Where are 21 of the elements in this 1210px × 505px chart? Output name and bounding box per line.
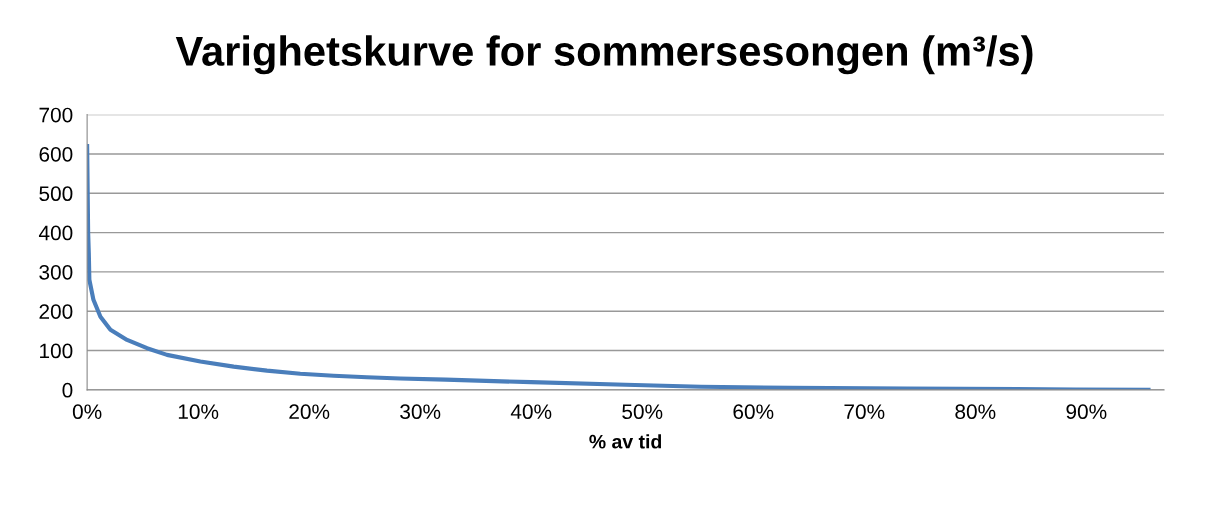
y-tick-label: 700 <box>39 107 73 123</box>
chart-title: Varighetskurve for sommersesongen (m³/s) <box>175 35 1033 75</box>
x-tick-label: 90% <box>1066 404 1107 420</box>
y-tick-label: 600 <box>39 146 73 162</box>
x-tick-label: 40% <box>510 404 552 420</box>
y-tick-label: 0 <box>62 382 73 398</box>
x-tick-label: 30% <box>400 404 441 420</box>
x-tick-label: 50% <box>622 404 663 420</box>
x-tick-label: 0% <box>72 404 102 420</box>
x-axis-title: % av tid <box>589 434 662 449</box>
y-tick-label: 500 <box>39 186 73 202</box>
line-series <box>87 144 1151 390</box>
x-tick-label: 10% <box>178 404 219 420</box>
x-tick-label: 60% <box>733 404 774 420</box>
x-tick-label: 80% <box>955 404 996 420</box>
x-tick-label: 70% <box>844 404 885 420</box>
y-tick-label: 400 <box>38 225 73 241</box>
x-tick-label: 20% <box>289 404 330 420</box>
y-tick-label: 100 <box>40 343 73 359</box>
y-tick-label: 200 <box>39 304 73 319</box>
y-tick-label: 300 <box>39 264 73 280</box>
